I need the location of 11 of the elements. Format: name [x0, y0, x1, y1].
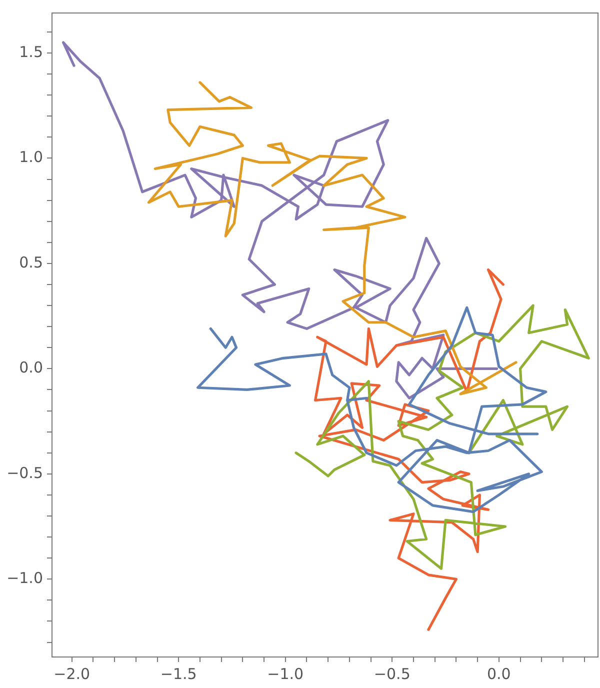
x-tick-label: 0.0 [486, 664, 511, 683]
x-tick-label: −1.5 [160, 664, 197, 683]
x-tick-label: −0.5 [374, 664, 410, 683]
y-tick-label: 1.0 [19, 148, 43, 166]
x-tick-label: −2.0 [54, 664, 90, 683]
y-tick-label: 0.5 [19, 253, 43, 272]
y-tick-label: −0.5 [6, 464, 43, 482]
y-tick-label: 0.0 [19, 358, 43, 377]
y-tick-label: 1.5 [19, 42, 43, 61]
x-tick-label: −1.0 [267, 664, 304, 683]
y-tick-label: −1.0 [6, 569, 43, 588]
